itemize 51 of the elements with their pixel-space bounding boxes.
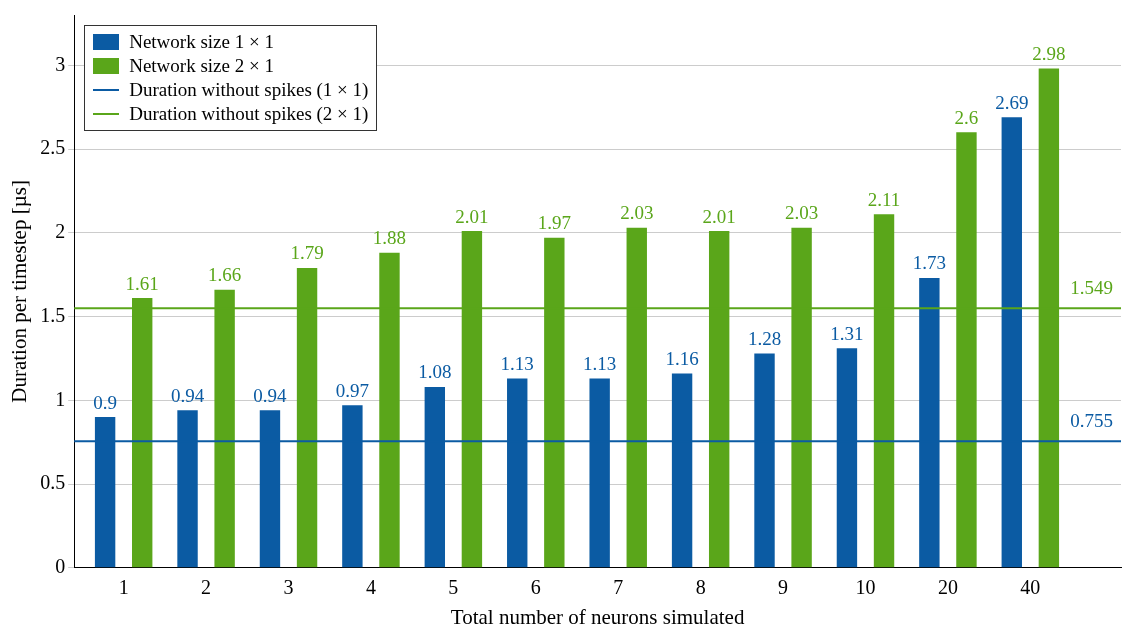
y-tick-label: 1: [55, 387, 66, 410]
data-label: 0.9: [93, 391, 117, 413]
x-tick-label: 8: [695, 576, 706, 599]
x-axis-title: Total number of neurons simulated: [450, 604, 745, 629]
x-tick-label: 1: [118, 576, 129, 599]
data-label: 2.6: [954, 106, 979, 128]
data-label: 2.98: [1032, 43, 1066, 65]
x-tick-label: 20: [937, 576, 958, 599]
x-tick-label: 9: [778, 576, 789, 599]
legend-label: Duration without spikes (1 × 1): [129, 78, 369, 102]
legend-label: Network size 1 × 1: [129, 30, 274, 54]
data-label: 1.13: [500, 352, 534, 374]
y-tick-label: 3: [55, 52, 66, 75]
legend-label: Duration without spikes (2 × 1): [129, 102, 369, 126]
data-label: 1.08: [418, 361, 452, 383]
data-label: 1.73: [912, 252, 946, 274]
data-label: 1.16: [665, 347, 699, 369]
data-label: 0.97: [335, 379, 370, 401]
data-label: 1.13: [583, 352, 617, 374]
y-tick-label: 2.5: [40, 136, 66, 159]
legend-label: Network size 2 × 1: [129, 54, 274, 78]
data-label: 2.03: [620, 202, 654, 224]
y-tick-label: 0.5: [40, 471, 66, 494]
x-tick-label: 40: [1020, 576, 1041, 599]
data-label: 2.01: [455, 205, 489, 227]
data-label: 1.97: [537, 212, 571, 234]
annotation: 0.755: [1070, 409, 1113, 431]
data-label: 1.66: [208, 264, 242, 286]
data-label: 1.31: [830, 322, 864, 344]
x-tick-label: 5: [448, 576, 459, 599]
x-tick-label: 6: [530, 576, 541, 599]
x-tick-label: 4: [365, 576, 376, 599]
y-tick-label: 1.5: [40, 303, 66, 326]
data-label: 2.11: [867, 188, 901, 210]
data-label: 2.01: [702, 205, 736, 227]
x-tick-label: 3: [283, 576, 294, 599]
data-label: 1.61: [125, 272, 159, 294]
data-label: 0.94: [170, 384, 205, 406]
y-axis-title: Duration per timestep [µs]: [7, 180, 32, 403]
data-label: 1.28: [747, 327, 782, 349]
x-tick-label: 2: [201, 576, 212, 599]
data-label: 2.69: [995, 91, 1029, 113]
y-tick-label: 2: [55, 220, 66, 243]
data-label: 1.79: [290, 242, 324, 264]
data-label: 2.03: [784, 202, 819, 224]
annotation: 1.549: [1070, 276, 1113, 298]
data-label: 1.88: [372, 227, 407, 249]
y-tick-label: 0: [55, 555, 66, 578]
x-tick-label: 10: [855, 576, 876, 599]
data-label: 0.94: [253, 384, 288, 406]
x-tick-label: 7: [613, 576, 624, 599]
